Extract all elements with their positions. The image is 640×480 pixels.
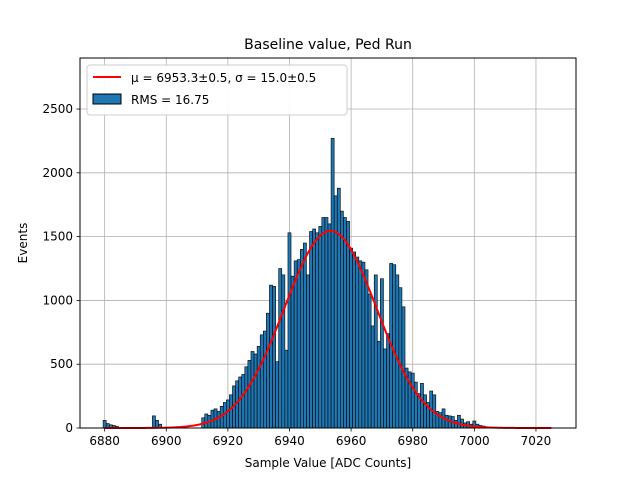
histogram-bar — [204, 413, 209, 429]
histogram-bar — [383, 348, 387, 429]
histogram-bar — [395, 274, 400, 429]
histogram-bar — [293, 260, 298, 429]
histogram-bar — [318, 226, 323, 429]
histogram-bar — [333, 195, 338, 429]
histogram-bar — [315, 232, 320, 429]
histogram-bar — [423, 394, 427, 429]
legend-histogram-swatch — [92, 93, 122, 105]
x-tick-label: 6940 — [274, 434, 305, 448]
histogram-bar — [272, 286, 276, 429]
histogram-bar — [373, 274, 378, 429]
legend-fit-label: μ = 6953.3±0.5, σ = 15.0±0.5 — [131, 71, 316, 85]
histogram-bar — [309, 231, 313, 429]
y-axis-ticks: 0 500 1000 1500 2000 2500 — [42, 102, 80, 435]
histogram-bar — [296, 259, 301, 429]
histogram-bar — [259, 334, 264, 429]
gaussian-fit-curve — [104, 229, 552, 429]
histogram-bar — [330, 138, 335, 429]
histogram-bar — [376, 340, 381, 429]
histogram-bar — [241, 374, 246, 429]
histogram-bar — [324, 217, 329, 429]
histogram-bar — [263, 330, 267, 429]
histogram-bar — [336, 187, 341, 429]
chart-title: Baseline value, Ped Run — [244, 37, 412, 53]
histogram-bar — [340, 210, 344, 429]
histogram-bar — [358, 260, 363, 429]
histogram-bar — [287, 232, 292, 429]
histogram-bar — [299, 249, 304, 429]
y-axis-label: Events — [16, 223, 30, 264]
plot-area — [79, 57, 577, 429]
histogram-bar — [321, 217, 326, 429]
x-tick-label: 6880 — [89, 434, 120, 448]
histogram-bar — [346, 221, 350, 429]
y-tick-label: 1000 — [42, 293, 73, 307]
histogram-bar — [380, 278, 384, 429]
x-tick-label: 6900 — [151, 434, 182, 448]
histogram-bar — [370, 325, 375, 429]
histogram-bar — [361, 261, 366, 429]
histogram-bar — [444, 414, 449, 429]
histogram-bar — [306, 274, 310, 429]
histogram-bar — [256, 346, 261, 429]
histogram-bar — [278, 268, 283, 429]
histogram-bars — [102, 138, 486, 429]
histogram-bar — [355, 256, 360, 429]
histogram-bar — [152, 415, 156, 429]
histogram-bar — [392, 264, 397, 429]
histogram-bar — [216, 411, 221, 429]
histogram-bar — [352, 251, 357, 429]
histogram-bar — [398, 287, 403, 429]
histogram-bar — [229, 394, 233, 429]
y-tick-label: 500 — [50, 357, 73, 371]
histogram-bar — [281, 274, 286, 429]
y-tick-label: 1500 — [42, 230, 73, 244]
histogram-bar — [410, 372, 415, 429]
histogram-bar — [457, 414, 461, 429]
x-tick-label: 6960 — [336, 434, 367, 448]
histogram-bar — [284, 349, 289, 429]
histogram-bar — [226, 399, 230, 429]
x-axis-ticks: 6880 6900 6920 6940 6960 6980 7000 7020 — [89, 428, 551, 448]
histogram-bar — [244, 366, 249, 429]
histogram-bar — [266, 312, 270, 429]
legend: μ = 6953.3±0.5, σ = 15.0±0.5 RMS = 16.75 — [86, 64, 348, 116]
x-axis-label: Sample Value [ADC Counts] — [245, 456, 411, 470]
x-tick-label: 6980 — [397, 434, 428, 448]
histogram-bar — [343, 217, 347, 429]
legend-histogram-label: RMS = 16.75 — [131, 93, 209, 107]
histogram-bar — [290, 275, 295, 429]
legend-box — [86, 64, 348, 116]
histogram-bar — [349, 247, 353, 429]
histogram-bar — [420, 383, 424, 429]
histogram-bar — [275, 361, 280, 429]
histogram-bar — [386, 333, 390, 429]
y-tick-label: 2500 — [42, 102, 73, 116]
histogram-bar — [327, 223, 332, 429]
histogram-bar — [269, 284, 273, 429]
y-tick-label: 2000 — [42, 166, 73, 180]
x-tick-label: 6920 — [213, 434, 244, 448]
histogram-bar — [364, 269, 369, 429]
histogram-bar — [367, 293, 372, 429]
histogram-bar — [247, 360, 252, 429]
histogram-bar — [238, 376, 243, 429]
y-tick-label: 0 — [65, 421, 73, 435]
x-tick-label: 7020 — [521, 434, 552, 448]
x-tick-label: 7000 — [459, 434, 490, 448]
histogram-bar — [253, 353, 258, 429]
histogram-bar — [303, 242, 307, 429]
histogram-bar — [102, 420, 107, 429]
histogram-bar — [250, 351, 255, 429]
histogram-bar — [312, 228, 316, 429]
plot-frame — [79, 57, 577, 429]
